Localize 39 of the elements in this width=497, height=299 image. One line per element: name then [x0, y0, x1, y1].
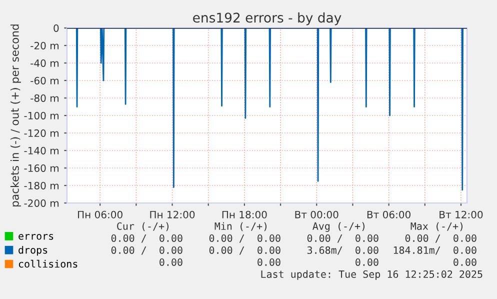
x-tick-label: Пн 12:00 — [150, 210, 195, 218]
text: Avg (-/+) — [312, 222, 364, 232]
text: 0.00 / 0.00 — [209, 246, 280, 255]
x-tick-label: Вт 06:00 — [367, 210, 410, 218]
y-tick-label: -120 m — [24, 129, 59, 137]
text: 0.00 / 0.00 — [209, 234, 280, 243]
text: 0.00 / 0.00 — [111, 246, 182, 255]
chart-title: ens192 errors - by day — [193, 12, 342, 26]
text: Cur (-/+) — [117, 222, 168, 232]
y-tick-label: -160 m — [24, 164, 59, 172]
x-tick-label: Пн 18:00 — [222, 210, 267, 218]
legend-label: errors — [18, 234, 54, 240]
y-tick-label: -40 m — [30, 59, 59, 67]
y-tick-label: 0 — [54, 24, 59, 32]
x-tick-label: Вт 00:00 — [295, 210, 338, 218]
x-tick-label: Вт 12:00 — [440, 210, 483, 218]
y-axis-title: packets in (-) / out (+) per second — [10, 24, 21, 206]
text: 0.00 / 0.00 — [405, 234, 476, 243]
text: 3.68m/ 0.00 — [307, 246, 378, 255]
y-tick-label: -100 m — [24, 112, 59, 120]
text: Max (-/+) — [410, 222, 462, 232]
y-tick-label: -140 m — [24, 146, 59, 154]
text: Last update: Tue Sep 16 12:25:02 2025 — [261, 270, 482, 280]
y-tick-label: -180 m — [24, 182, 59, 190]
text: 0.00 — [160, 258, 182, 266]
y-tick-label: -20 m — [30, 42, 59, 50]
text: 0.00 — [454, 258, 476, 266]
x-tick-label: Пн 06:00 — [78, 210, 122, 218]
y-tick-label: -60 m — [30, 76, 59, 84]
y-tick-label: -200 m — [24, 199, 59, 207]
text: 184.81m/ 0.00 — [394, 246, 476, 255]
text: Min (-/+) — [214, 222, 266, 232]
text: 0.00 — [258, 258, 280, 266]
text: 0.00 — [356, 258, 378, 266]
legend-label: collisions — [18, 260, 78, 268]
legend-label: drops — [18, 246, 48, 256]
text: 0.00 / 0.00 — [111, 234, 182, 243]
text: 0.00 / 0.00 — [307, 234, 378, 243]
y-tick-label: -80 m — [30, 94, 59, 102]
